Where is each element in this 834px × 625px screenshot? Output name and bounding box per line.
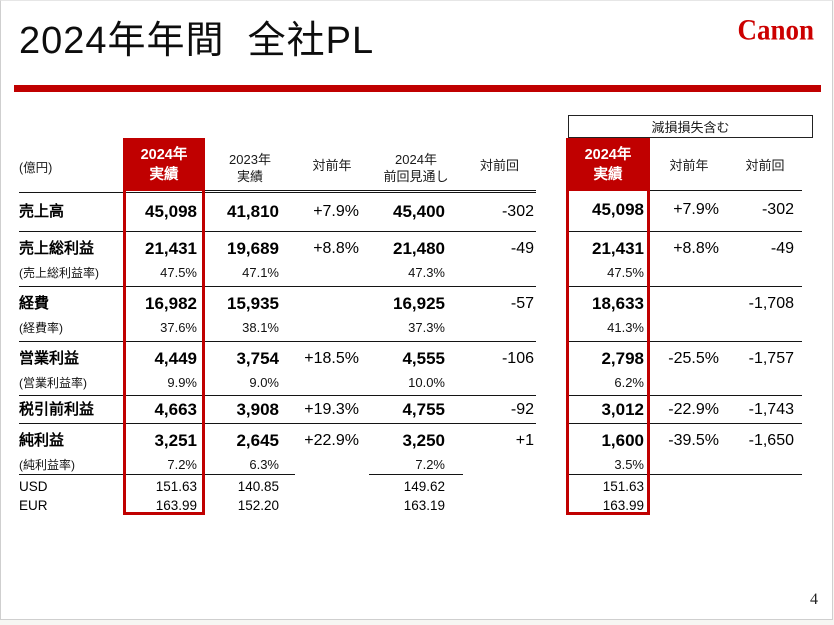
cell-actual-2024: 45,098 bbox=[123, 192, 205, 231]
cell-vs-forecast: -302 bbox=[761, 201, 794, 218]
cell-vs-forecast: +1 bbox=[515, 432, 534, 449]
fx-actual-2024: 151.63 163.99 bbox=[602, 479, 644, 513]
imp-row-net-profit: 1,600 3.5% -39.5% -1,650 bbox=[566, 423, 802, 474]
cell-actual-2023: 2,645 6.3% bbox=[236, 431, 279, 472]
imp-row-net-sales: 45,098 +7.9% -302 bbox=[566, 191, 802, 231]
impairment-note-label: 減損損失含む bbox=[651, 120, 730, 135]
fx-labels: USD EUR bbox=[19, 474, 123, 515]
cell-forecast: 3,250 7.2% bbox=[402, 431, 445, 472]
fx-vs-empty bbox=[463, 474, 536, 515]
cell-yoy: +8.8% bbox=[313, 240, 359, 257]
cell-yoy: +19.3% bbox=[304, 401, 359, 418]
impairment-table: 2024年 実績 対前年 対前回 45,098 +7.9% -302 21,43… bbox=[566, 138, 802, 514]
cell-actual-2024: 1,600 3.5% bbox=[601, 431, 644, 472]
cell-actual-2024: 2,798 6.2% bbox=[601, 349, 644, 390]
title-underline bbox=[14, 85, 821, 92]
cell-vs-forecast: -1,708 bbox=[748, 295, 794, 312]
impairment-note-box: 減損損失含む bbox=[568, 115, 813, 138]
row-label: 売上総利益 (売上総利益率) bbox=[19, 240, 99, 280]
page-title: 2024年年間 全社PL bbox=[19, 20, 375, 62]
unit-label: (億円) bbox=[19, 161, 53, 175]
page-number: 4 bbox=[810, 591, 818, 608]
cell-yoy: +7.9% bbox=[295, 192, 369, 231]
canon-logo: Canon bbox=[737, 13, 814, 47]
impairment-header-row: 2024年 実績 対前年 対前回 bbox=[566, 138, 802, 191]
cell-vs-forecast: -92 bbox=[510, 401, 534, 418]
fx-forecast: 149.62 163.19 bbox=[369, 474, 463, 515]
cell-forecast: 45,400 bbox=[369, 192, 463, 231]
row-label: 経費 (経費率) bbox=[19, 295, 63, 335]
cell-actual-2023: 41,810 bbox=[205, 192, 295, 231]
cell-actual-2023: 3,754 9.0% bbox=[236, 349, 279, 390]
imp-col-header-yoy: 対前年 bbox=[650, 138, 728, 191]
row-label: 純利益 (純利益率) bbox=[19, 432, 75, 472]
imp-col-header-vs-forecast: 対前回 bbox=[728, 138, 802, 191]
cell-yoy: +18.5% bbox=[304, 350, 359, 367]
fx-actual-2024: 151.63 163.99 bbox=[123, 474, 205, 515]
cell-forecast: 4,755 bbox=[402, 400, 445, 419]
col-header-yoy: 対前年 bbox=[295, 138, 369, 191]
cell-vs-forecast: -57 bbox=[510, 295, 534, 312]
cell-yoy: -25.5% bbox=[668, 350, 719, 367]
row-label: 税引前利益 bbox=[19, 401, 95, 418]
cell-actual-2024: 18,633 41.3% bbox=[592, 294, 644, 335]
fx-yoy-empty bbox=[650, 475, 728, 515]
table-row-pretax-profit: 税引前利益 4,663 3,908 +19.3% 4,755 -92 bbox=[19, 395, 536, 423]
cell-forecast: 16,925 37.3% bbox=[393, 294, 445, 335]
cell-vs-forecast: -49 bbox=[510, 240, 534, 257]
row-label: 売上高 bbox=[19, 192, 123, 231]
table-row-operating-profit: 営業利益 (営業利益率) 4,449 9.9% 3,754 9.0% +18.5% 4… bbox=[19, 341, 536, 395]
cell-vs-forecast: -302 bbox=[463, 192, 536, 231]
col-header-forecast: 2024年 前回見通し bbox=[369, 138, 463, 191]
cell-actual-2024: 4,449 9.9% bbox=[154, 349, 197, 390]
cell-actual-2024: 21,431 47.5% bbox=[145, 239, 197, 280]
cell-actual-2024: 3,251 7.2% bbox=[154, 431, 197, 472]
cell-forecast: 21,480 47.3% bbox=[393, 239, 445, 280]
cell-vs-forecast: -1,650 bbox=[748, 432, 794, 449]
cell-actual-2024: 4,663 bbox=[154, 400, 197, 419]
fx-yoy-empty bbox=[295, 474, 369, 515]
table-row-expenses: 経費 (経費率) 16,982 37.6% 15,935 38.1% 16,925 37… bbox=[19, 286, 536, 341]
cell-yoy: +8.8% bbox=[673, 240, 719, 257]
cell-actual-2023: 15,935 38.1% bbox=[227, 294, 279, 335]
table-row-gross-profit: 売上総利益 (売上総利益率) 21,431 47.5% 19,689 47.1% +8… bbox=[19, 231, 536, 286]
cell-vs-forecast: -49 bbox=[770, 240, 794, 257]
pl-table: (億円) 2024年 実績 2023年 実績 対前年 2024年 前回見通し 対… bbox=[19, 138, 536, 514]
row-label: 営業利益 (営業利益率) bbox=[19, 350, 87, 390]
col-header-vs-forecast: 対前回 bbox=[463, 138, 536, 191]
cell-yoy bbox=[295, 287, 369, 341]
cell-vs-forecast: -106 bbox=[501, 350, 534, 367]
cell-vs-forecast: -1,743 bbox=[748, 401, 794, 418]
imp-fx-rate-rows: 151.63 163.99 bbox=[566, 474, 802, 514]
cell-actual-2024: 21,431 47.5% bbox=[592, 239, 644, 280]
fx-rate-rows: USD EUR 151.63 163.99 140.85 152.20 149.62 1… bbox=[19, 474, 536, 514]
cell-vs-forecast: -1,757 bbox=[748, 350, 794, 367]
fx-actual-2023: 140.85 152.20 bbox=[205, 474, 295, 515]
cell-actual-2024: 45,098 bbox=[592, 200, 644, 219]
cell-actual-2023: 3,908 bbox=[236, 400, 279, 419]
cell-yoy: -39.5% bbox=[668, 432, 719, 449]
cell-yoy: +7.9% bbox=[673, 201, 719, 218]
cell-forecast: 4,555 10.0% bbox=[402, 349, 445, 390]
imp-col-header-2024-actual: 2024年 実績 bbox=[566, 138, 650, 191]
col-header-2024-actual: 2024年 実績 bbox=[123, 138, 205, 191]
cell-yoy: -22.9% bbox=[668, 401, 719, 418]
cell-actual-2024: 3,012 bbox=[601, 400, 644, 419]
fx-vs-empty bbox=[728, 475, 802, 515]
cell-actual-2024: 16,982 37.6% bbox=[145, 294, 197, 335]
pl-table-header-row: (億円) 2024年 実績 2023年 実績 対前年 2024年 前回見通し 対… bbox=[19, 138, 536, 191]
imp-row-expenses: 18,633 41.3% -1,708 bbox=[566, 286, 802, 341]
cell-actual-2023: 19,689 47.1% bbox=[227, 239, 279, 280]
col-header-2023-actual: 2023年 実績 bbox=[205, 138, 295, 191]
cell-yoy: +22.9% bbox=[304, 432, 359, 449]
cell-yoy bbox=[650, 287, 728, 341]
table-row-net-profit: 純利益 (純利益率) 3,251 7.2% 2,645 6.3% +22.9% 3,2… bbox=[19, 423, 536, 474]
table-row-net-sales: 売上高 45,098 41,810 +7.9% 45,400 -302 bbox=[19, 191, 536, 231]
imp-row-operating-profit: 2,798 6.2% -25.5% -1,757 bbox=[566, 341, 802, 395]
imp-row-gross-profit: 21,431 47.5% +8.8% -49 bbox=[566, 231, 802, 286]
imp-row-pretax-profit: 3,012 -22.9% -1,743 bbox=[566, 395, 802, 423]
